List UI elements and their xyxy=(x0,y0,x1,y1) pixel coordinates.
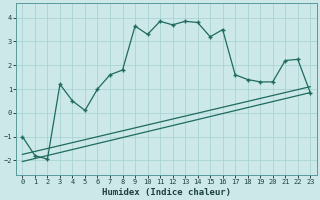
X-axis label: Humidex (Indice chaleur): Humidex (Indice chaleur) xyxy=(102,188,231,197)
